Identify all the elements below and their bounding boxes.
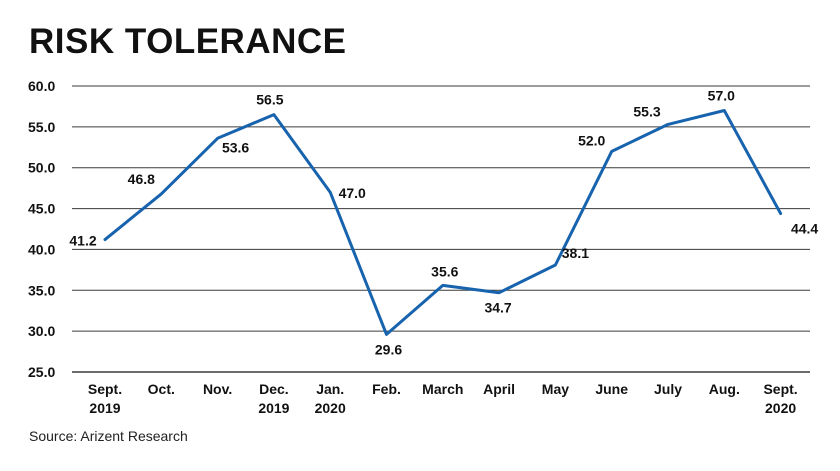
x-tick-label: Oct. [148, 381, 175, 397]
y-tick-label: 50.0 [28, 160, 55, 176]
data-label: 35.6 [431, 263, 458, 279]
x-tick-label: Sept. 2020 [763, 381, 797, 416]
y-axis-tick-labels: 25.0 30.0 35.0 40.0 45.0 50.0 55.0 60.0 [28, 78, 55, 380]
y-tick-label: 30.0 [28, 323, 55, 339]
x-tick-label: Jan. 2020 [315, 381, 346, 416]
y-tick-label: 35.0 [28, 282, 55, 298]
x-tick-label: Aug. [709, 381, 740, 397]
data-label: 29.6 [375, 341, 402, 357]
data-label: 47.0 [339, 185, 366, 201]
data-label: 52.0 [578, 132, 605, 148]
data-label: 53.6 [222, 139, 249, 155]
data-label: 55.3 [633, 103, 660, 119]
x-tick-label: May [542, 381, 569, 397]
series-layer [103, 109, 783, 336]
y-tick-label: 55.0 [28, 119, 55, 135]
x-tick-label: April [483, 381, 515, 397]
x-tick-label: Feb. [372, 381, 401, 397]
y-tick-label: 25.0 [28, 364, 55, 380]
data-label: 56.5 [256, 92, 283, 108]
x-tick-label: Sept. 2019 [88, 381, 122, 416]
data-label: 46.8 [128, 171, 155, 187]
x-tick-label: June [595, 381, 628, 397]
x-tick-label: March [422, 381, 463, 397]
data-labels: 41.2 46.8 53.6 56.5 47.0 29.6 35.6 34.7 38.1 52.0… [69, 88, 818, 358]
y-tick-label: 40.0 [28, 241, 55, 257]
data-label: 57.0 [708, 88, 735, 104]
chart-title: RISK TOLERANCE [29, 22, 347, 61]
data-label: 38.1 [562, 245, 589, 261]
x-tick-label: Nov. [203, 381, 232, 397]
x-axis-tick-labels: Sept. 2019 Oct. Nov. Dec. 2019 Jan. 2020 Feb. Mar… [88, 381, 798, 416]
data-label: 34.7 [484, 300, 511, 316]
x-tick-label: July [654, 381, 682, 397]
y-tick-label: 60.0 [28, 78, 55, 94]
series-line [103, 109, 783, 336]
data-label: 41.2 [69, 233, 96, 249]
source-note: Source: Arizent Research [29, 428, 188, 444]
data-label: 44.4 [791, 220, 818, 236]
gridlines [72, 85, 810, 373]
x-tick-label: Dec. 2019 [258, 381, 289, 416]
y-tick-label: 45.0 [28, 201, 55, 217]
